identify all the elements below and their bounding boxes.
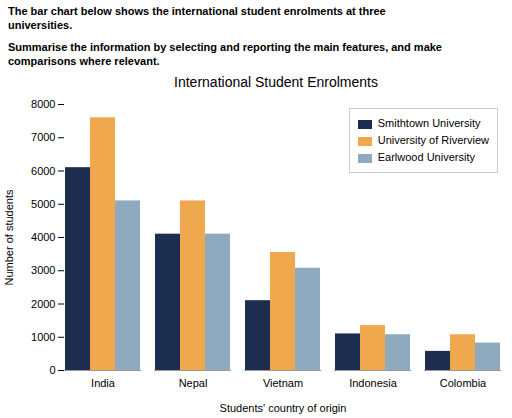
html-text:comparisons where relevant.: comparisons where relevant. bbox=[8, 55, 160, 67]
html-text:universities.: universities. bbox=[8, 19, 73, 31]
svg-text:Nepal: Nepal bbox=[179, 377, 208, 389]
html-text:Summarise the information by s: Summarise the information by selecting a… bbox=[8, 41, 442, 53]
svg-text:Colombia: Colombia bbox=[440, 377, 487, 389]
html-text:International Student Enrolmen: International Student Enrolments bbox=[174, 74, 378, 90]
html-text:The bar chart below shows the: The bar chart below shows the internatio… bbox=[8, 5, 386, 17]
svg-text:4000: 4000 bbox=[31, 231, 55, 243]
svg-text:5000: 5000 bbox=[31, 198, 55, 210]
svg-text:7000: 7000 bbox=[31, 131, 55, 143]
svg-text:Students' country of origin: Students' country of origin bbox=[220, 402, 347, 414]
svg-text:India: India bbox=[91, 377, 116, 389]
html-text:Earlwood University: Earlwood University bbox=[377, 151, 475, 163]
svg-text:8000: 8000 bbox=[31, 98, 55, 110]
svg-text:0: 0 bbox=[49, 364, 55, 376]
svg-text:Indonesia: Indonesia bbox=[349, 377, 398, 389]
svg-text:1000: 1000 bbox=[31, 331, 55, 343]
svg-text:Vietnam: Vietnam bbox=[263, 377, 303, 389]
svg-text:Number of students: Number of students bbox=[3, 189, 15, 285]
html-text:University of Riverview: University of Riverview bbox=[377, 134, 489, 146]
html-text:Smithtown University: Smithtown University bbox=[377, 117, 481, 129]
svg-text:2000: 2000 bbox=[31, 298, 55, 310]
svg-text:3000: 3000 bbox=[31, 264, 55, 276]
svg-text:6000: 6000 bbox=[31, 165, 55, 177]
